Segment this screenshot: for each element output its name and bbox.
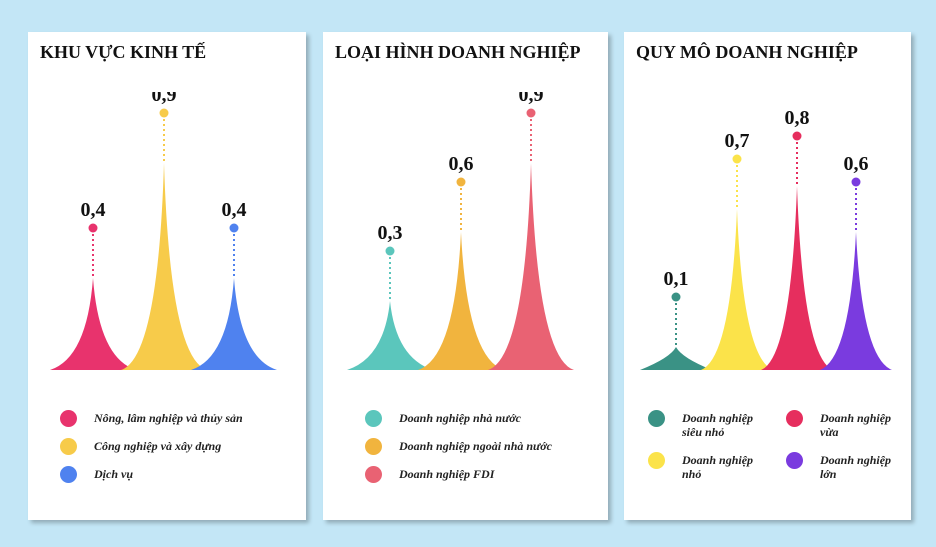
chart-khu-vuc-kinh-te: 0,4 0,9 0,4 — [50, 92, 277, 370]
value-marker — [851, 177, 861, 187]
value-marker — [456, 177, 466, 187]
value-marker — [385, 246, 395, 256]
spike-bar — [701, 209, 773, 370]
legend-label: Doanh nghiệp nhà nước — [399, 411, 521, 425]
legend-label: Dịch vụ — [94, 467, 133, 481]
data-label: 0,4 — [81, 199, 106, 221]
data-label: 0,9 — [152, 92, 177, 106]
panel-loai-hinh-doanh-nghiep: LOẠI HÌNH DOANH NGHIỆP 0,3 0,6 0,9 Doanh n… — [323, 32, 608, 520]
value-marker — [229, 223, 239, 233]
data-label: 0,8 — [785, 107, 810, 129]
legend-swatch — [60, 410, 77, 427]
spike-bar — [121, 163, 207, 370]
chart-title: LOẠI HÌNH DOANH NGHIỆP — [335, 42, 581, 62]
legend-label: Doanh nghiệp lớn — [820, 453, 892, 481]
chart-quy-mo-doanh-nghiep: 0,1 0,7 0,8 0,6 — [640, 107, 892, 370]
value-marker — [732, 154, 742, 164]
legend-label: Doanh nghiệp ngoài nhà nước — [399, 439, 553, 453]
value-marker — [526, 108, 536, 118]
legend-item-sieu-nho: Doanh nghiệp siêu nhỏ — [648, 410, 754, 439]
legend-swatch — [365, 438, 382, 455]
spike-bar — [640, 347, 712, 370]
legend-item-cong-nghiep-xay-dung: Công nghiệp và xây dựng — [60, 438, 221, 455]
legend-label: Nông, lâm nghiệp và thủy sản — [94, 411, 243, 425]
legend-swatch — [786, 452, 803, 469]
legend-item-nho: Doanh nghiệp nhỏ — [648, 452, 754, 481]
panel-quy-mo-doanh-nghiep: QUY MÔ DOANH NGHIỆP 0,1 0,7 0,8 0,6 Doanh n… — [624, 32, 911, 520]
legend-item-nong-lam-thuy-san: Nông, lâm nghiệp và thủy sản — [60, 410, 243, 427]
spike-bar — [418, 232, 504, 370]
legend-swatch — [60, 438, 77, 455]
data-label: 0,1 — [664, 268, 689, 290]
data-label: 0,6 — [449, 153, 474, 175]
legend-label: Doanh nghiệp FDI — [399, 467, 495, 481]
data-label: 0,3 — [378, 222, 403, 244]
data-label: 0,7 — [725, 130, 750, 152]
spike-bar — [820, 232, 892, 370]
value-marker — [792, 131, 802, 141]
legend-item-dn-ngoai-nha-nuoc: Doanh nghiệp ngoài nhà nước — [365, 438, 552, 455]
legend-item-dich-vu: Dịch vụ — [60, 466, 133, 483]
value-marker — [159, 108, 169, 118]
chart-title: KHU VỰC KINH TẾ — [40, 42, 207, 62]
legend-item-lon: Doanh nghiệp lớn — [786, 452, 900, 481]
legend-label: Doanh nghiệp vừa — [820, 411, 892, 439]
legend-item-dn-fdi: Doanh nghiệp FDI — [365, 466, 494, 483]
spike-bar — [191, 278, 277, 370]
panel-khu-vuc-kinh-te: KHU VỰC KINH TẾ 0,4 0,9 0,4 Nông, lâm nghi… — [28, 32, 306, 520]
spike-bar — [488, 163, 574, 370]
value-marker — [88, 223, 98, 233]
chart-title: QUY MÔ DOANH NGHIỆP — [636, 42, 858, 62]
legend-swatch — [365, 410, 382, 427]
legend-label: Công nghiệp và xây dựng — [94, 439, 222, 453]
legend-label: Doanh nghiệp siêu nhỏ — [682, 411, 754, 439]
chart-loai-hinh-doanh-nghiep: 0,3 0,6 0,9 — [347, 92, 574, 370]
data-label: 0,4 — [222, 199, 247, 221]
legend-swatch — [60, 466, 77, 483]
data-label: 0,6 — [844, 153, 869, 175]
spike-bar — [347, 301, 433, 370]
legend-item-dn-nha-nuoc: Doanh nghiệp nhà nước — [365, 410, 521, 427]
data-label: 0,9 — [519, 92, 544, 106]
legend-swatch — [648, 452, 665, 469]
legend-item-vua: Doanh nghiệp vừa — [786, 410, 900, 439]
legend-swatch — [648, 410, 665, 427]
legend-swatch — [365, 466, 382, 483]
legend-swatch — [786, 410, 803, 427]
spike-bar — [50, 278, 136, 370]
spike-bar — [761, 186, 833, 370]
legend-label: Doanh nghiệp nhỏ — [682, 453, 754, 481]
value-marker — [671, 292, 681, 302]
